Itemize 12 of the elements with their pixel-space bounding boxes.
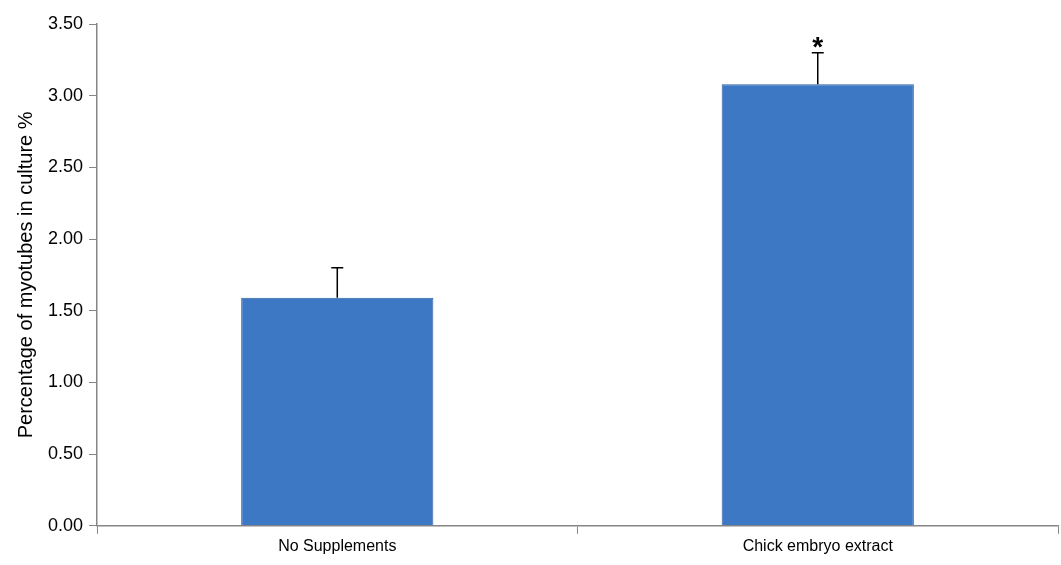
y-tick-label: 1.00 — [47, 371, 84, 392]
y-tick-label: 3.00 — [47, 84, 84, 105]
y-tick-label: 2.50 — [47, 156, 84, 177]
x-tick-label: Chick embryo extract — [742, 536, 894, 554]
y-tick-label: 3.50 — [47, 12, 84, 33]
y-tick-label: 1.50 — [47, 299, 84, 320]
y-tick-label: 0.50 — [47, 443, 84, 464]
y-tick-label: 0.00 — [47, 514, 84, 535]
y-axis-title: Percentage of myotubes in culture % — [13, 111, 36, 439]
x-tick-label: No Supplements — [278, 536, 397, 554]
y-tick-label: 2.00 — [47, 228, 84, 249]
annotation: * — [812, 31, 824, 63]
